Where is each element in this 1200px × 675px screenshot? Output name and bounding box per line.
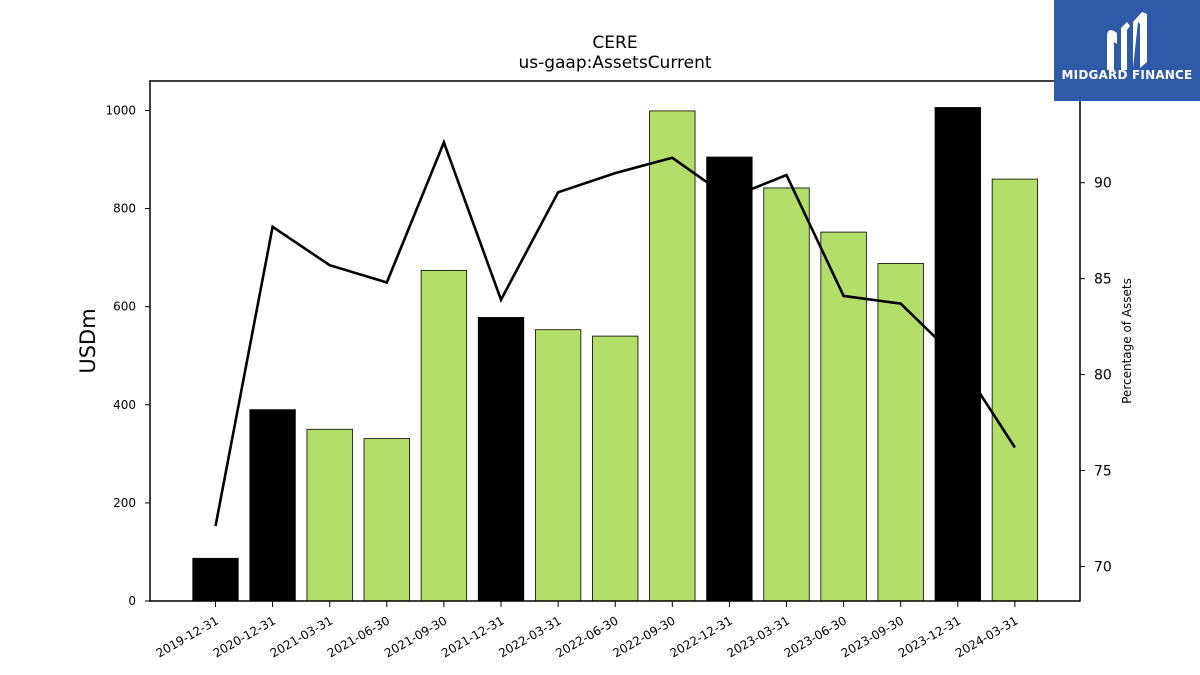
bars (192, 107, 1039, 602)
bar-2023-12-31 (934, 107, 981, 602)
x-axis: 2019-12-312020-12-312021-03-312021-06-30… (154, 601, 1020, 660)
y-tick-label: 1000 (105, 103, 136, 117)
left-axis: 0 200 400 600 800 1000 (105, 103, 150, 608)
x-tick-label: 2023-03-31 (725, 613, 792, 660)
y-tick-label: 600 (113, 300, 136, 314)
y-right-tick-label: 90 (1094, 176, 1112, 192)
bar-2021-12-31 (477, 317, 525, 602)
y-tick-label: 200 (113, 496, 136, 510)
x-tick-label: 2021-03-31 (268, 613, 335, 660)
bar-2020-12-31 (249, 409, 296, 602)
y-right-tick-label: 85 (1094, 272, 1112, 288)
x-tick-label: 2019-12-31 (154, 613, 221, 660)
x-tick-label: 2023-06-30 (782, 613, 849, 660)
x-tick-label: 2021-12-31 (439, 613, 506, 660)
y-tick-label: 0 (128, 594, 136, 608)
midgard-finance-logo: MIDGARD FINANCE (1054, 0, 1200, 101)
y-tick-label: 800 (113, 202, 136, 216)
x-tick-label: 2023-09-30 (839, 613, 906, 660)
bar-2022-12-31 (706, 156, 753, 602)
bar-2022-03-31 (534, 329, 582, 602)
bar-2024-03-31 (991, 178, 1039, 602)
y-right-tick-label: 75 (1094, 464, 1112, 480)
bar-2022-09-30 (649, 110, 696, 602)
x-tick-label: 2024-03-31 (953, 613, 1020, 660)
x-tick-label: 2022-03-31 (496, 613, 563, 660)
bar-2021-03-31 (306, 428, 353, 602)
line-layer (214, 138, 1016, 527)
bar-2019-12-31 (192, 557, 239, 602)
x-tick-label: 2023-12-31 (896, 613, 963, 660)
chart-title: CERE (592, 33, 637, 53)
x-tick-label: 2022-06-30 (553, 613, 620, 660)
bar-2023-09-30 (877, 263, 924, 602)
bar-2023-03-31 (763, 187, 810, 602)
bar-2022-06-30 (592, 335, 639, 602)
chart-subtitle: us-gaap:AssetsCurrent (518, 53, 711, 73)
y-right-tick-label: 80 (1094, 368, 1112, 384)
x-tick-label: 2022-12-31 (667, 613, 734, 660)
y-tick-label: 400 (113, 398, 136, 412)
logo-text: MIDGARD FINANCE (1061, 68, 1193, 82)
x-tick-label: 2021-06-30 (325, 613, 392, 660)
bar-2023-06-30 (820, 231, 867, 602)
bar-2021-09-30 (420, 269, 468, 602)
logo-mark-icon (1107, 12, 1147, 71)
x-tick-label: 2022-09-30 (610, 613, 677, 660)
y-axis-right-label: Percentage of Assets (1120, 278, 1134, 404)
y-right-tick-label: 70 (1094, 559, 1112, 575)
x-tick-label: 2020-12-31 (211, 613, 278, 660)
bar-2021-06-30 (363, 438, 410, 602)
right-axis: 70 75 80 85 90 (1080, 176, 1112, 575)
x-tick-label: 2021-09-30 (382, 613, 449, 660)
y-axis-label: USDm (76, 308, 100, 373)
